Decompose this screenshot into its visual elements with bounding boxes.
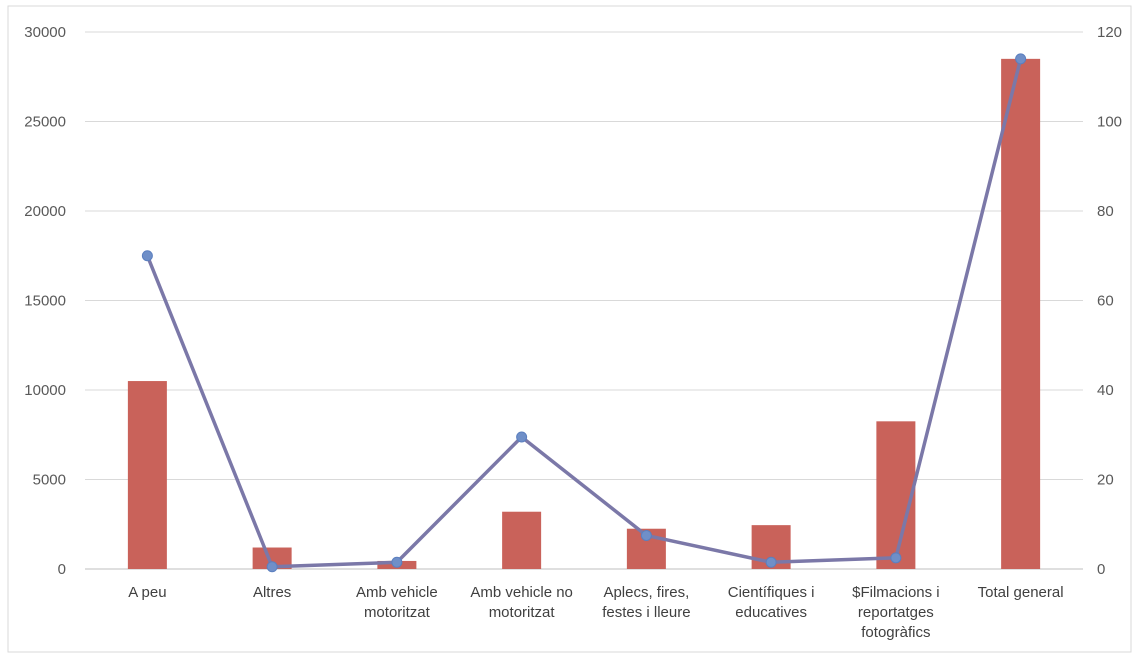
- line-point: [391, 556, 403, 568]
- line-point: [765, 556, 777, 568]
- line-point: [266, 561, 278, 573]
- line-point: [141, 250, 153, 262]
- line-point: [516, 431, 528, 443]
- right-axis-tick-label: 120: [1097, 24, 1122, 41]
- bar: [502, 511, 542, 569]
- line-point: [1015, 53, 1027, 65]
- category-label: Científiques i educatives: [728, 584, 815, 621]
- right-axis-tick-label: 100: [1097, 114, 1122, 131]
- bar: [127, 381, 167, 569]
- category-label: Aplecs, fires, festes i lleure: [602, 584, 690, 621]
- right-axis-tick-label: 80: [1097, 203, 1114, 220]
- category-label: A peu: [128, 584, 166, 601]
- category-label: Total general: [978, 584, 1064, 601]
- left-axis-tick-label: 30000: [24, 24, 66, 41]
- right-axis-tick-label: 40: [1097, 382, 1114, 399]
- bar: [252, 547, 292, 569]
- bar: [1001, 58, 1041, 569]
- category-labels: A peu Altres Amb vehicle motoritzat Amb vehi…: [128, 584, 1063, 641]
- left-axis-tick-labels: 0 5000 10000 15000 20000 25000 30000: [24, 24, 66, 578]
- left-axis-tick-label: 20000: [24, 203, 66, 220]
- category-label: Amb vehicle no motoritzat: [470, 584, 573, 621]
- left-axis-tick-label: 15000: [24, 293, 66, 310]
- left-axis-tick-label: 25000: [24, 114, 66, 131]
- bar-series: [127, 58, 1041, 569]
- line-series: [141, 53, 1027, 573]
- category-label: Altres: [253, 584, 291, 601]
- left-axis-tick-label: 5000: [33, 472, 66, 489]
- left-axis-tick-label: 0: [58, 561, 66, 578]
- bar: [876, 421, 916, 569]
- line-point: [890, 552, 902, 564]
- category-label: Amb vehicle motoritzat: [356, 584, 438, 621]
- right-axis-tick-label: 20: [1097, 472, 1114, 489]
- chart-frame: [7, 5, 1132, 653]
- left-axis-tick-label: 10000: [24, 382, 66, 399]
- series-line: [145, 58, 1023, 569]
- right-axis-tick-labels: 0 20 40 60 80 100 120: [1097, 24, 1122, 578]
- right-axis-tick-label: 0: [1097, 561, 1105, 578]
- category-label: $Filmacions i reportatges fotogràfics: [852, 584, 940, 641]
- right-axis-tick-label: 60: [1097, 293, 1114, 310]
- line-point: [640, 529, 652, 541]
